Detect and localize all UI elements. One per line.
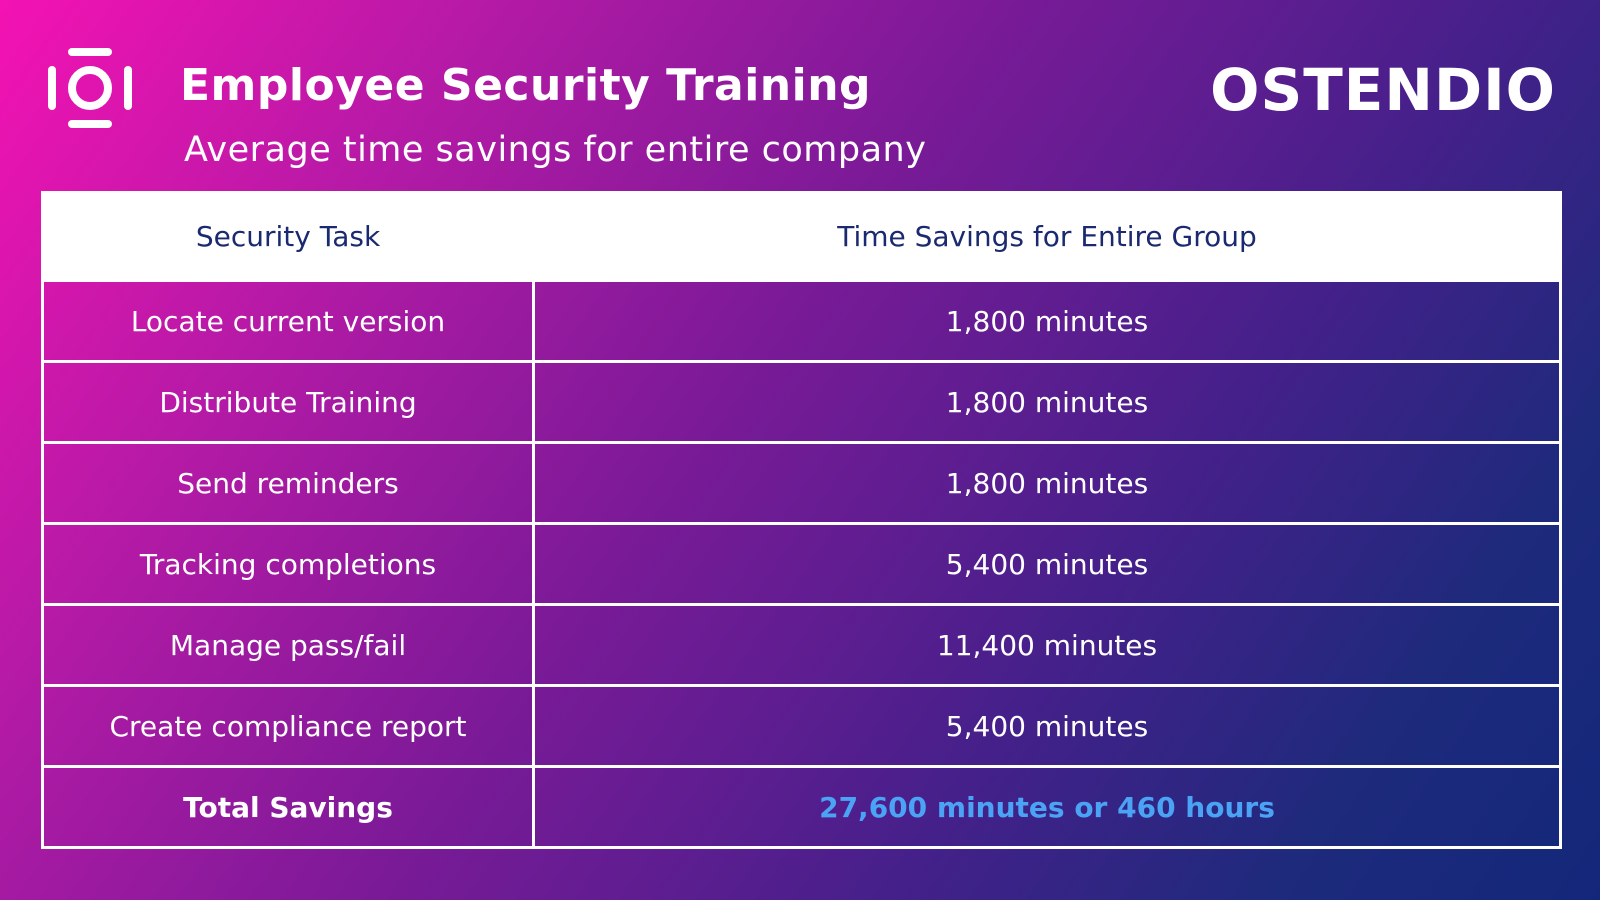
- savings-cell: 1,800 minutes: [532, 279, 1562, 363]
- task-cell: Tracking completions: [41, 522, 535, 606]
- page-title: Employee Security Training: [180, 60, 872, 111]
- time-savings-table: Security Task Time Savings for Entire Gr…: [41, 191, 1562, 849]
- total-value: 27,600 minutes or 460 hours: [532, 765, 1562, 849]
- table-row: Create compliance report 5,400 minutes: [41, 684, 1562, 768]
- page-subtitle: Average time savings for entire company: [184, 130, 927, 170]
- column-header-task: Security Task: [41, 191, 535, 282]
- table-row: Tracking completions 5,400 minutes: [41, 522, 1562, 606]
- savings-cell: 1,800 minutes: [532, 441, 1562, 525]
- column-header-savings: Time Savings for Entire Group: [532, 191, 1562, 282]
- table-row: Manage pass/fail 11,400 minutes: [41, 603, 1562, 687]
- task-cell: Locate current version: [41, 279, 535, 363]
- savings-cell: 11,400 minutes: [532, 603, 1562, 687]
- task-cell: Create compliance report: [41, 684, 535, 768]
- table-row: Locate current version 1,800 minutes: [41, 279, 1562, 363]
- task-cell: Distribute Training: [41, 360, 535, 444]
- savings-cell: 5,400 minutes: [532, 522, 1562, 606]
- task-cell: Manage pass/fail: [41, 603, 535, 687]
- table-header-row: Security Task Time Savings for Entire Gr…: [41, 191, 1562, 282]
- total-row: Total Savings 27,600 minutes or 460 hour…: [41, 765, 1562, 849]
- task-cell: Send reminders: [41, 441, 535, 525]
- total-label: Total Savings: [41, 765, 535, 849]
- table-row: Distribute Training 1,800 minutes: [41, 360, 1562, 444]
- brand-logo-text: OSTENDIO: [1210, 56, 1556, 124]
- ostendio-logo-icon: [48, 48, 132, 128]
- savings-cell: 5,400 minutes: [532, 684, 1562, 768]
- table-row: Send reminders 1,800 minutes: [41, 441, 1562, 525]
- savings-cell: 1,800 minutes: [532, 360, 1562, 444]
